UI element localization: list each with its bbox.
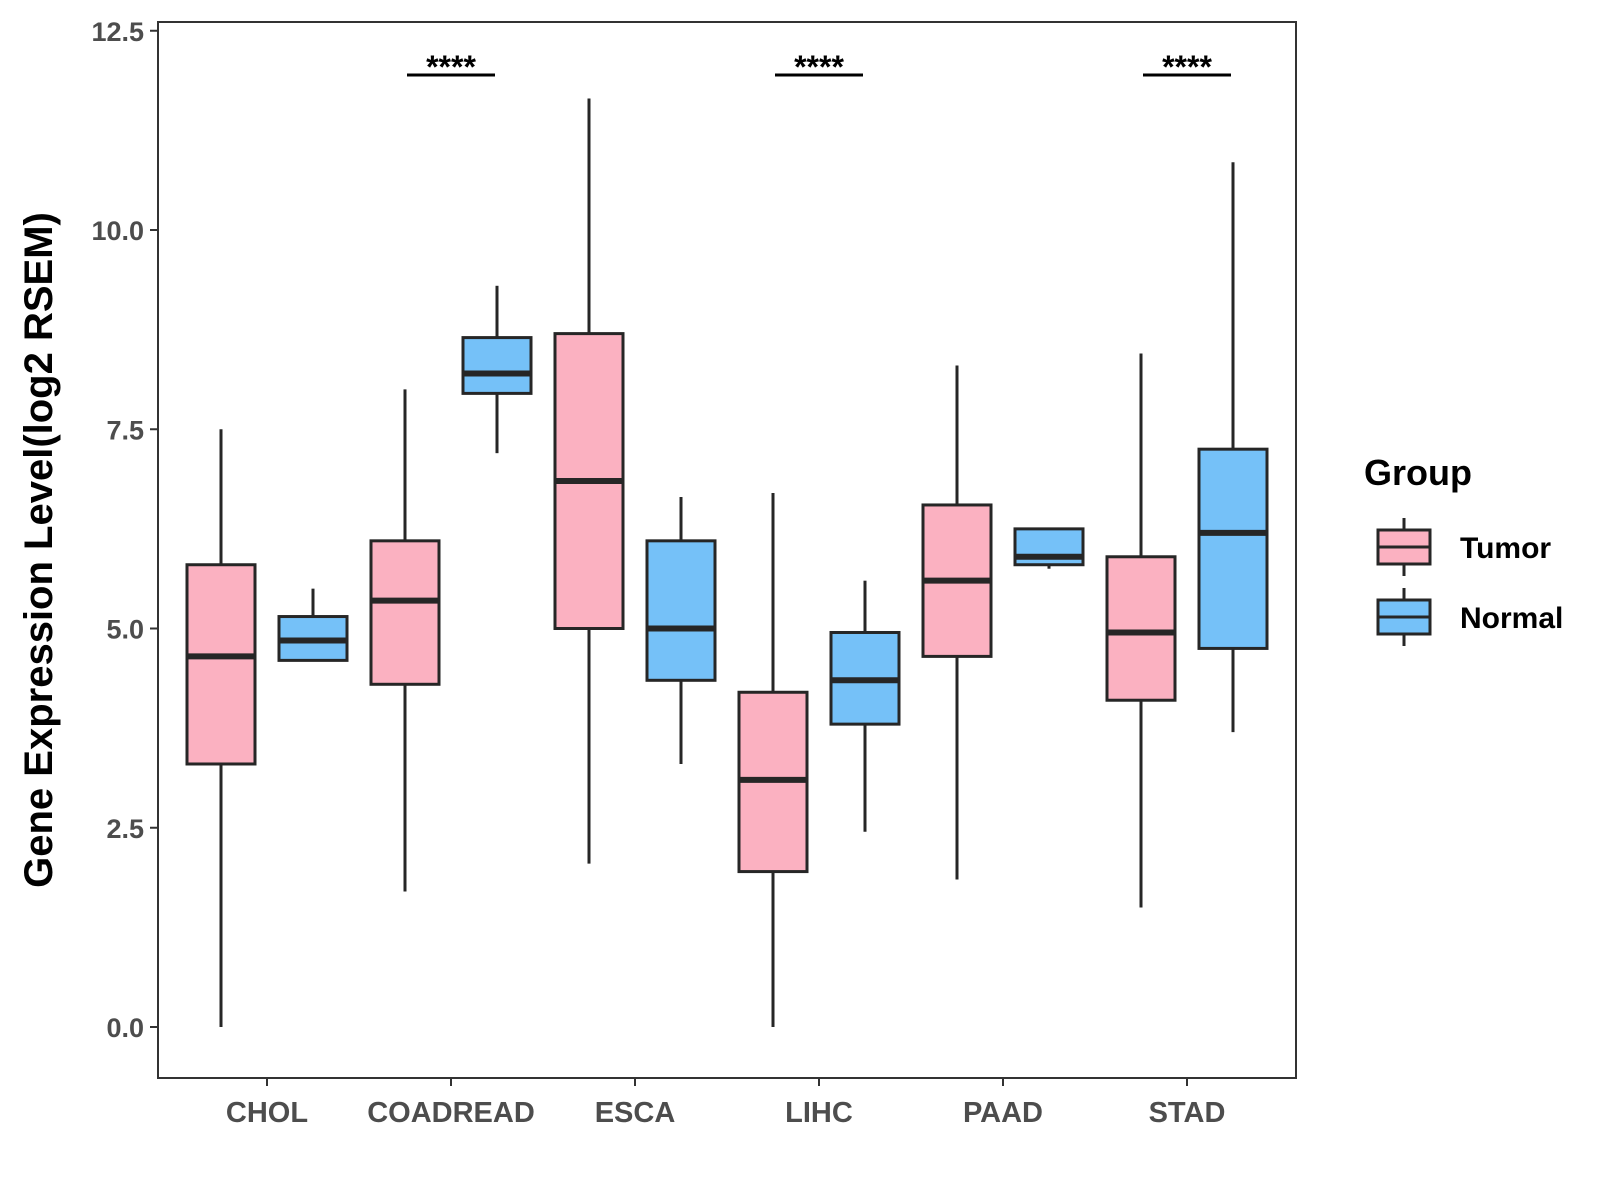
box-tumor xyxy=(1105,353,1177,908)
x-axis: CHOL COADREAD ESCA LIHC PAAD STAD xyxy=(226,1078,1225,1129)
box-normal xyxy=(277,588,349,662)
box-body xyxy=(1197,447,1269,650)
box-tumor xyxy=(369,389,441,892)
legend-label-tumor: Tumor xyxy=(1460,532,1551,565)
y-tick-label: 7.5 xyxy=(106,415,144,445)
box-normal xyxy=(645,496,717,764)
y-tick-label: 2.5 xyxy=(106,814,144,844)
x-tick-label: CHOL xyxy=(226,1097,308,1129)
significance-label: **** xyxy=(794,49,844,85)
box-normal xyxy=(461,285,533,454)
x-tick-label: COADREAD xyxy=(367,1097,535,1129)
x-tick-label: STAD xyxy=(1149,1097,1226,1129)
legend-title: Group xyxy=(1364,452,1472,493)
box-body xyxy=(645,539,717,682)
box-tumor xyxy=(553,98,625,864)
box-body xyxy=(369,539,441,686)
box-tumor xyxy=(185,429,257,1027)
y-tick-label: 5.0 xyxy=(106,615,144,645)
box-normal xyxy=(829,580,901,832)
box-body xyxy=(185,563,257,766)
box-tumor xyxy=(737,493,809,1027)
box-body xyxy=(1105,555,1177,702)
legend: Group Tumor Normal xyxy=(1364,452,1563,646)
x-tick-label: LIHC xyxy=(785,1097,853,1129)
plot-marks xyxy=(185,98,1269,1027)
box-normal xyxy=(1013,527,1085,569)
y-tick-label: 0.0 xyxy=(106,1013,144,1043)
y-tick-label: 12.5 xyxy=(91,17,144,47)
significance-label: **** xyxy=(426,49,476,85)
significance-marks: **** **** **** xyxy=(407,49,1231,85)
legend-label-normal: Normal xyxy=(1460,602,1563,635)
x-tick-label: ESCA xyxy=(595,1097,676,1129)
box-normal xyxy=(1197,162,1269,733)
y-axis-title: Gene Expression Level(log2 RSEM) xyxy=(17,212,61,888)
panel-border xyxy=(157,21,1297,1079)
y-tick-label: 10.0 xyxy=(91,216,144,246)
legend-key-tumor xyxy=(1376,518,1432,576)
box-tumor xyxy=(921,365,993,880)
legend-key-normal xyxy=(1376,588,1432,646)
box-body xyxy=(461,336,533,395)
y-axis: 0.0 2.5 5.0 7.5 10.0 12.5 xyxy=(91,17,158,1043)
x-tick-label: PAAD xyxy=(963,1097,1043,1129)
significance-label: **** xyxy=(1162,49,1212,85)
